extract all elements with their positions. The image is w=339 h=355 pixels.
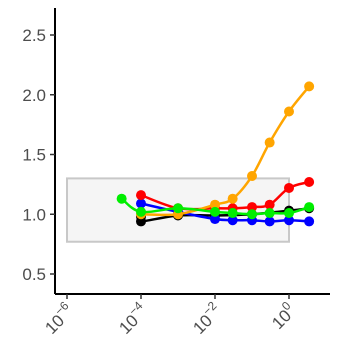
y-tick-label-4: 2.5 [22,26,46,45]
y-tick-label-1: 1.0 [22,205,46,224]
x-tick-label-2: 10−2 [187,298,227,338]
series-3-point-2 [210,199,220,210]
series-3-point-7 [304,81,315,92]
series-4-point-2 [173,203,183,214]
series-2-point-5 [264,199,275,210]
series-4-point-1 [136,206,146,217]
y-tick-label-0: 0.5 [22,265,46,284]
series-3-point-3 [227,193,238,204]
series-2-point-6 [284,182,294,193]
series-0-point-1 [136,216,146,227]
series-1-point-6 [284,215,294,226]
series-1-point-0 [136,198,146,209]
series-1-point-5 [264,216,275,227]
series-4-point-0 [116,193,127,204]
axes-layer: 0.5 1.0 1.5 2.0 2.5 10−6 10−4 10−2 100 [22,8,330,338]
series-4-point-4 [227,208,238,219]
x-tick-label-3: 100 [265,298,300,333]
series-4-point-3 [210,206,220,217]
x-tick-label-0: 10−6 [39,298,79,338]
series-4-point-8 [304,202,315,213]
series-2-point-7 [304,176,315,187]
series-1-point-7 [304,216,315,227]
x-tick-label-1: 10−4 [113,298,153,338]
series-3-point-5 [264,137,275,148]
series-4 [116,193,315,220]
series-3-point-6 [284,106,294,117]
series-1 [136,198,315,227]
series-2-point-0 [136,190,146,201]
series-1-point-2 [210,214,220,225]
y-tick-label-2: 1.5 [22,146,46,165]
series-layer [116,81,315,227]
series-4-point-6 [264,208,275,219]
series-4-point-7 [284,208,294,219]
series-3-point-4 [247,171,257,182]
series-4-point-5 [247,209,257,220]
series-2-point-4 [247,202,257,213]
y-tick-label-3: 2.0 [22,86,46,105]
series-1-point-3 [227,215,238,226]
